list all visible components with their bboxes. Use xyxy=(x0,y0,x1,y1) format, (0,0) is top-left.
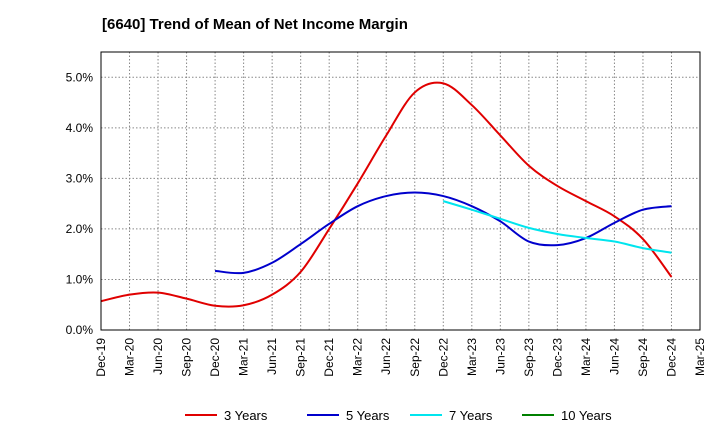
series-line-3-years xyxy=(100,81,673,308)
y-tick-label: 5.0% xyxy=(66,70,94,84)
series-line-7-years xyxy=(442,200,672,254)
y-tick-label: 3.0% xyxy=(66,171,94,185)
legend-label-3-years: 3 Years xyxy=(224,408,268,423)
x-tick-label: Jun-23 xyxy=(493,338,507,375)
x-tick-label: Mar-21 xyxy=(237,338,251,376)
x-tick-label: Dec-24 xyxy=(664,338,678,377)
x-tick-label: Jun-24 xyxy=(607,338,621,375)
plot-frame xyxy=(100,51,701,331)
x-tick-label: Dec-21 xyxy=(322,338,336,377)
x-tick-label: Mar-22 xyxy=(351,338,365,376)
plot-area-border xyxy=(100,51,701,331)
series-line-5-years xyxy=(215,191,672,275)
x-tick-label: Dec-19 xyxy=(94,338,108,377)
x-tick-label: Sep-24 xyxy=(636,338,650,377)
x-tick-label: Jun-20 xyxy=(151,338,165,375)
x-tick-label: Jun-21 xyxy=(265,338,279,375)
x-tick-label: Mar-20 xyxy=(123,338,137,376)
y-tick-label: 4.0% xyxy=(66,121,94,135)
y-tick-label: 1.0% xyxy=(66,272,94,286)
x-tick-label: Dec-23 xyxy=(550,338,564,377)
y-axis: 0.0% 1.0% 2.0% 3.0% 4.0% 5.0% xyxy=(66,70,94,337)
grid-lines xyxy=(100,52,701,331)
legend-label-10-years: 10 Years xyxy=(561,408,612,423)
x-tick-label: Sep-22 xyxy=(408,338,422,377)
x-tick-label: Mar-25 xyxy=(693,338,707,376)
y-tick-label: 0.0% xyxy=(66,323,94,337)
x-tick-label: Jun-22 xyxy=(379,338,393,375)
legend: 3 Years 5 Years 7 Years 10 Years xyxy=(185,408,612,423)
x-tick-label: Sep-20 xyxy=(180,338,194,377)
x-axis: Dec-19 Mar-20 Jun-20 Sep-20 Dec-20 Mar-21 Jun-… xyxy=(94,338,707,377)
y-tick-label: 2.0% xyxy=(66,222,94,236)
x-tick-label: Dec-20 xyxy=(208,338,222,377)
legend-label-7-years: 7 Years xyxy=(449,408,493,423)
x-tick-label: Sep-21 xyxy=(294,338,308,377)
x-tick-label: Mar-23 xyxy=(465,338,479,376)
x-tick-label: Sep-23 xyxy=(522,338,536,377)
x-tick-label: Dec-22 xyxy=(436,338,450,377)
series-lines xyxy=(100,81,673,308)
chart-title: [6640] Trend of Mean of Net Income Margi… xyxy=(102,16,408,33)
legend-label-5-years: 5 Years xyxy=(346,408,390,423)
x-tick-label: Mar-24 xyxy=(579,338,593,376)
